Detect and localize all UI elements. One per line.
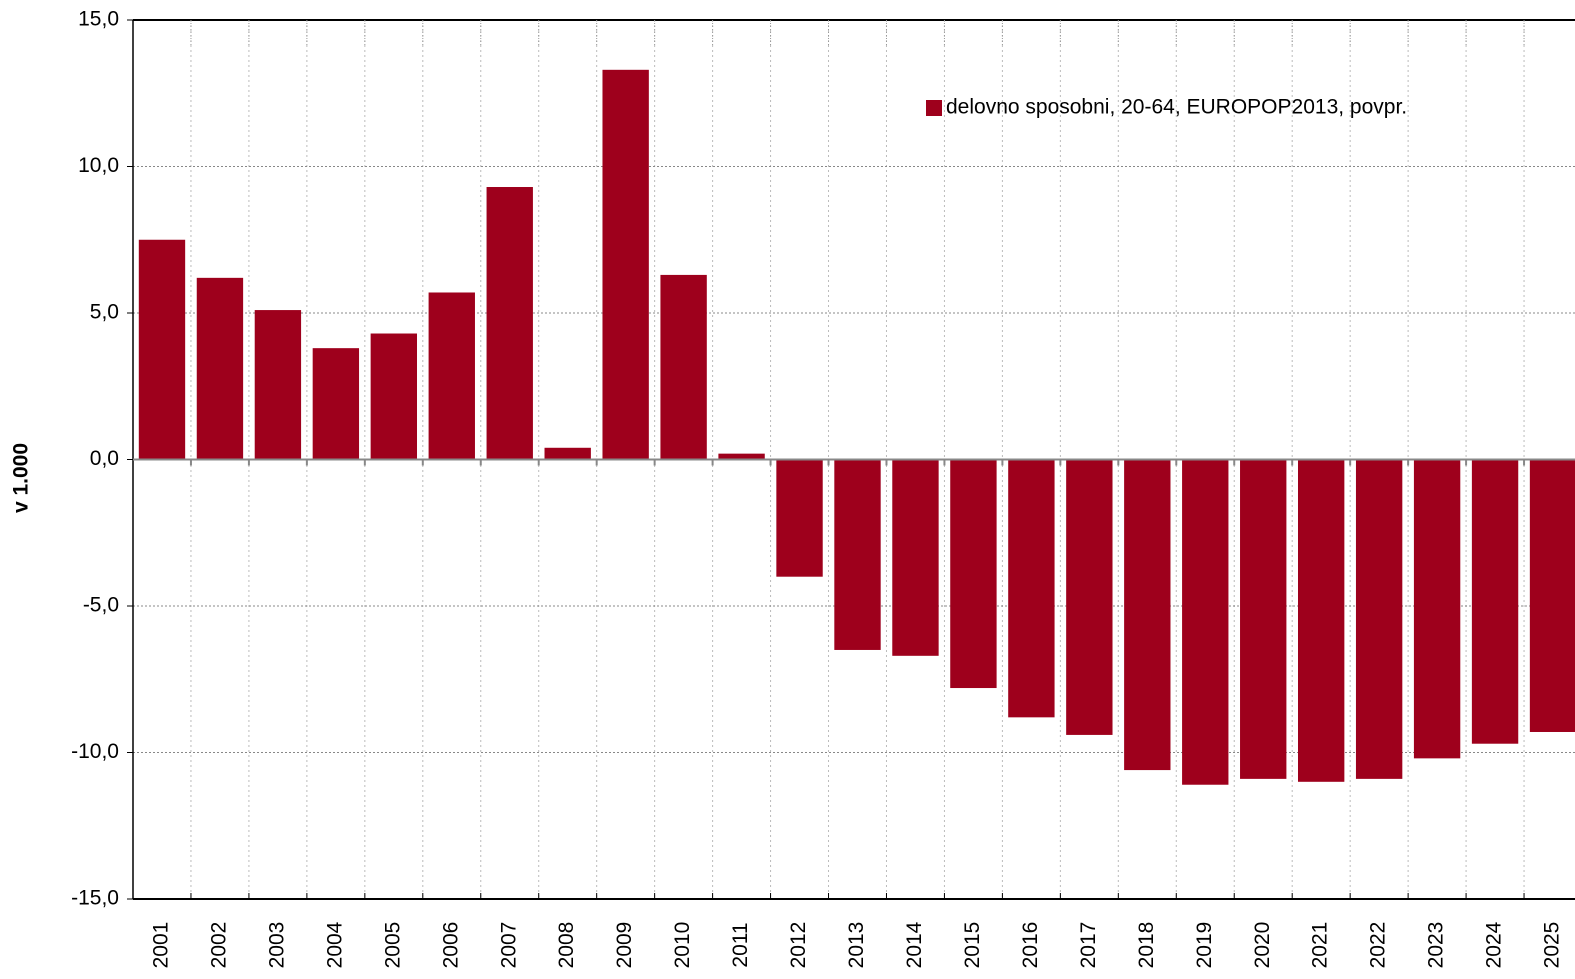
legend-label: delovno sposobni, 20-64, EUROPOP2013, po… — [946, 96, 1407, 119]
bar — [370, 333, 418, 460]
legend-swatch — [926, 100, 942, 116]
y-tick-label: 0,0 — [90, 447, 119, 470]
bar — [1471, 459, 1519, 744]
bar — [1008, 459, 1055, 718]
bar — [834, 459, 881, 650]
x-tick-label: 2023 — [1425, 922, 1448, 969]
x-tick-label: 2024 — [1483, 921, 1506, 968]
x-tick-label: 2014 — [903, 921, 926, 968]
bar — [660, 274, 707, 460]
bar — [776, 459, 823, 577]
bar — [1066, 459, 1113, 735]
y-tick-label: -10,0 — [71, 740, 119, 763]
bar — [1182, 459, 1229, 785]
x-tick-label: 2015 — [961, 922, 984, 969]
bar — [312, 348, 360, 460]
y-tick-label: 10,0 — [78, 154, 119, 177]
bar — [1413, 459, 1461, 759]
x-tick-label: 2019 — [1193, 922, 1216, 969]
bar — [1124, 459, 1171, 771]
bar — [1240, 459, 1287, 779]
x-tick-label: 2007 — [497, 922, 520, 969]
x-tick-label: 2002 — [207, 922, 230, 969]
x-tick-label: 2006 — [439, 922, 462, 969]
y-tick-label: -15,0 — [71, 887, 119, 910]
x-tick-label: 2003 — [265, 922, 288, 969]
bar — [428, 292, 475, 460]
x-tick-label: 2008 — [555, 922, 578, 969]
bar — [950, 459, 997, 689]
bar — [254, 310, 302, 460]
bar — [1529, 459, 1575, 732]
bar — [138, 239, 186, 460]
y-tick-label: -5,0 — [83, 594, 119, 617]
bar — [544, 447, 591, 460]
bar — [892, 459, 939, 656]
x-tick-label: 2018 — [1135, 922, 1158, 969]
x-tick-label: 2009 — [613, 922, 636, 969]
y-tick-label: 15,0 — [78, 8, 119, 31]
bar — [486, 187, 533, 460]
x-tick-label: 2013 — [845, 922, 868, 969]
bar — [602, 69, 649, 460]
bar — [196, 277, 244, 460]
x-tick-label: 2001 — [150, 922, 173, 969]
x-tick-label: 2010 — [671, 922, 694, 969]
x-tick-label: 2020 — [1251, 922, 1274, 969]
x-tick-label: 2022 — [1367, 922, 1390, 969]
bar — [1297, 459, 1345, 782]
bar — [718, 453, 765, 460]
x-tick-label: 2011 — [729, 922, 752, 967]
x-tick-label: 2005 — [381, 922, 404, 969]
x-tick-label: 2004 — [323, 921, 346, 968]
x-tick-label: 2012 — [787, 922, 810, 969]
x-tick-label: 2017 — [1077, 922, 1100, 969]
bar — [1355, 459, 1403, 779]
y-tick-label: 5,0 — [90, 301, 119, 324]
x-tick-label: 2025 — [1541, 922, 1564, 969]
x-tick-label: 2021 — [1309, 922, 1332, 969]
x-tick-label: 2016 — [1019, 922, 1042, 969]
y-axis-label: v 1.000 — [10, 443, 33, 513]
